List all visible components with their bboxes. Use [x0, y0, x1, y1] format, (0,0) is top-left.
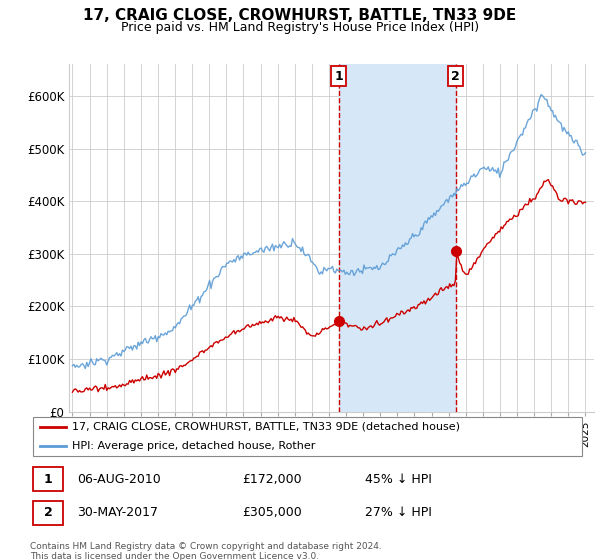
Text: Price paid vs. HM Land Registry's House Price Index (HPI): Price paid vs. HM Land Registry's House … [121, 21, 479, 34]
FancyBboxPatch shape [33, 501, 64, 525]
Text: 06-AUG-2010: 06-AUG-2010 [77, 473, 161, 486]
Text: Contains HM Land Registry data © Crown copyright and database right 2024.
This d: Contains HM Land Registry data © Crown c… [30, 542, 382, 560]
Bar [339, 64, 455, 412]
Text: 27% ↓ HPI: 27% ↓ HPI [365, 506, 431, 519]
Text: 1: 1 [334, 69, 343, 83]
Text: 1: 1 [44, 473, 53, 486]
Text: 17, CRAIG CLOSE, CROWHURST, BATTLE, TN33 9DE (detached house): 17, CRAIG CLOSE, CROWHURST, BATTLE, TN33… [72, 422, 460, 432]
Text: HPI: Average price, detached house, Rother: HPI: Average price, detached house, Roth… [72, 441, 315, 450]
FancyBboxPatch shape [33, 417, 583, 456]
Text: £172,000: £172,000 [242, 473, 302, 486]
Text: 17, CRAIG CLOSE, CROWHURST, BATTLE, TN33 9DE: 17, CRAIG CLOSE, CROWHURST, BATTLE, TN33… [83, 8, 517, 24]
Text: 30-MAY-2017: 30-MAY-2017 [77, 506, 158, 519]
Text: 45% ↓ HPI: 45% ↓ HPI [365, 473, 431, 486]
Text: £305,000: £305,000 [242, 506, 302, 519]
Text: 2: 2 [451, 69, 460, 83]
Text: 2: 2 [44, 506, 53, 519]
FancyBboxPatch shape [33, 467, 64, 492]
